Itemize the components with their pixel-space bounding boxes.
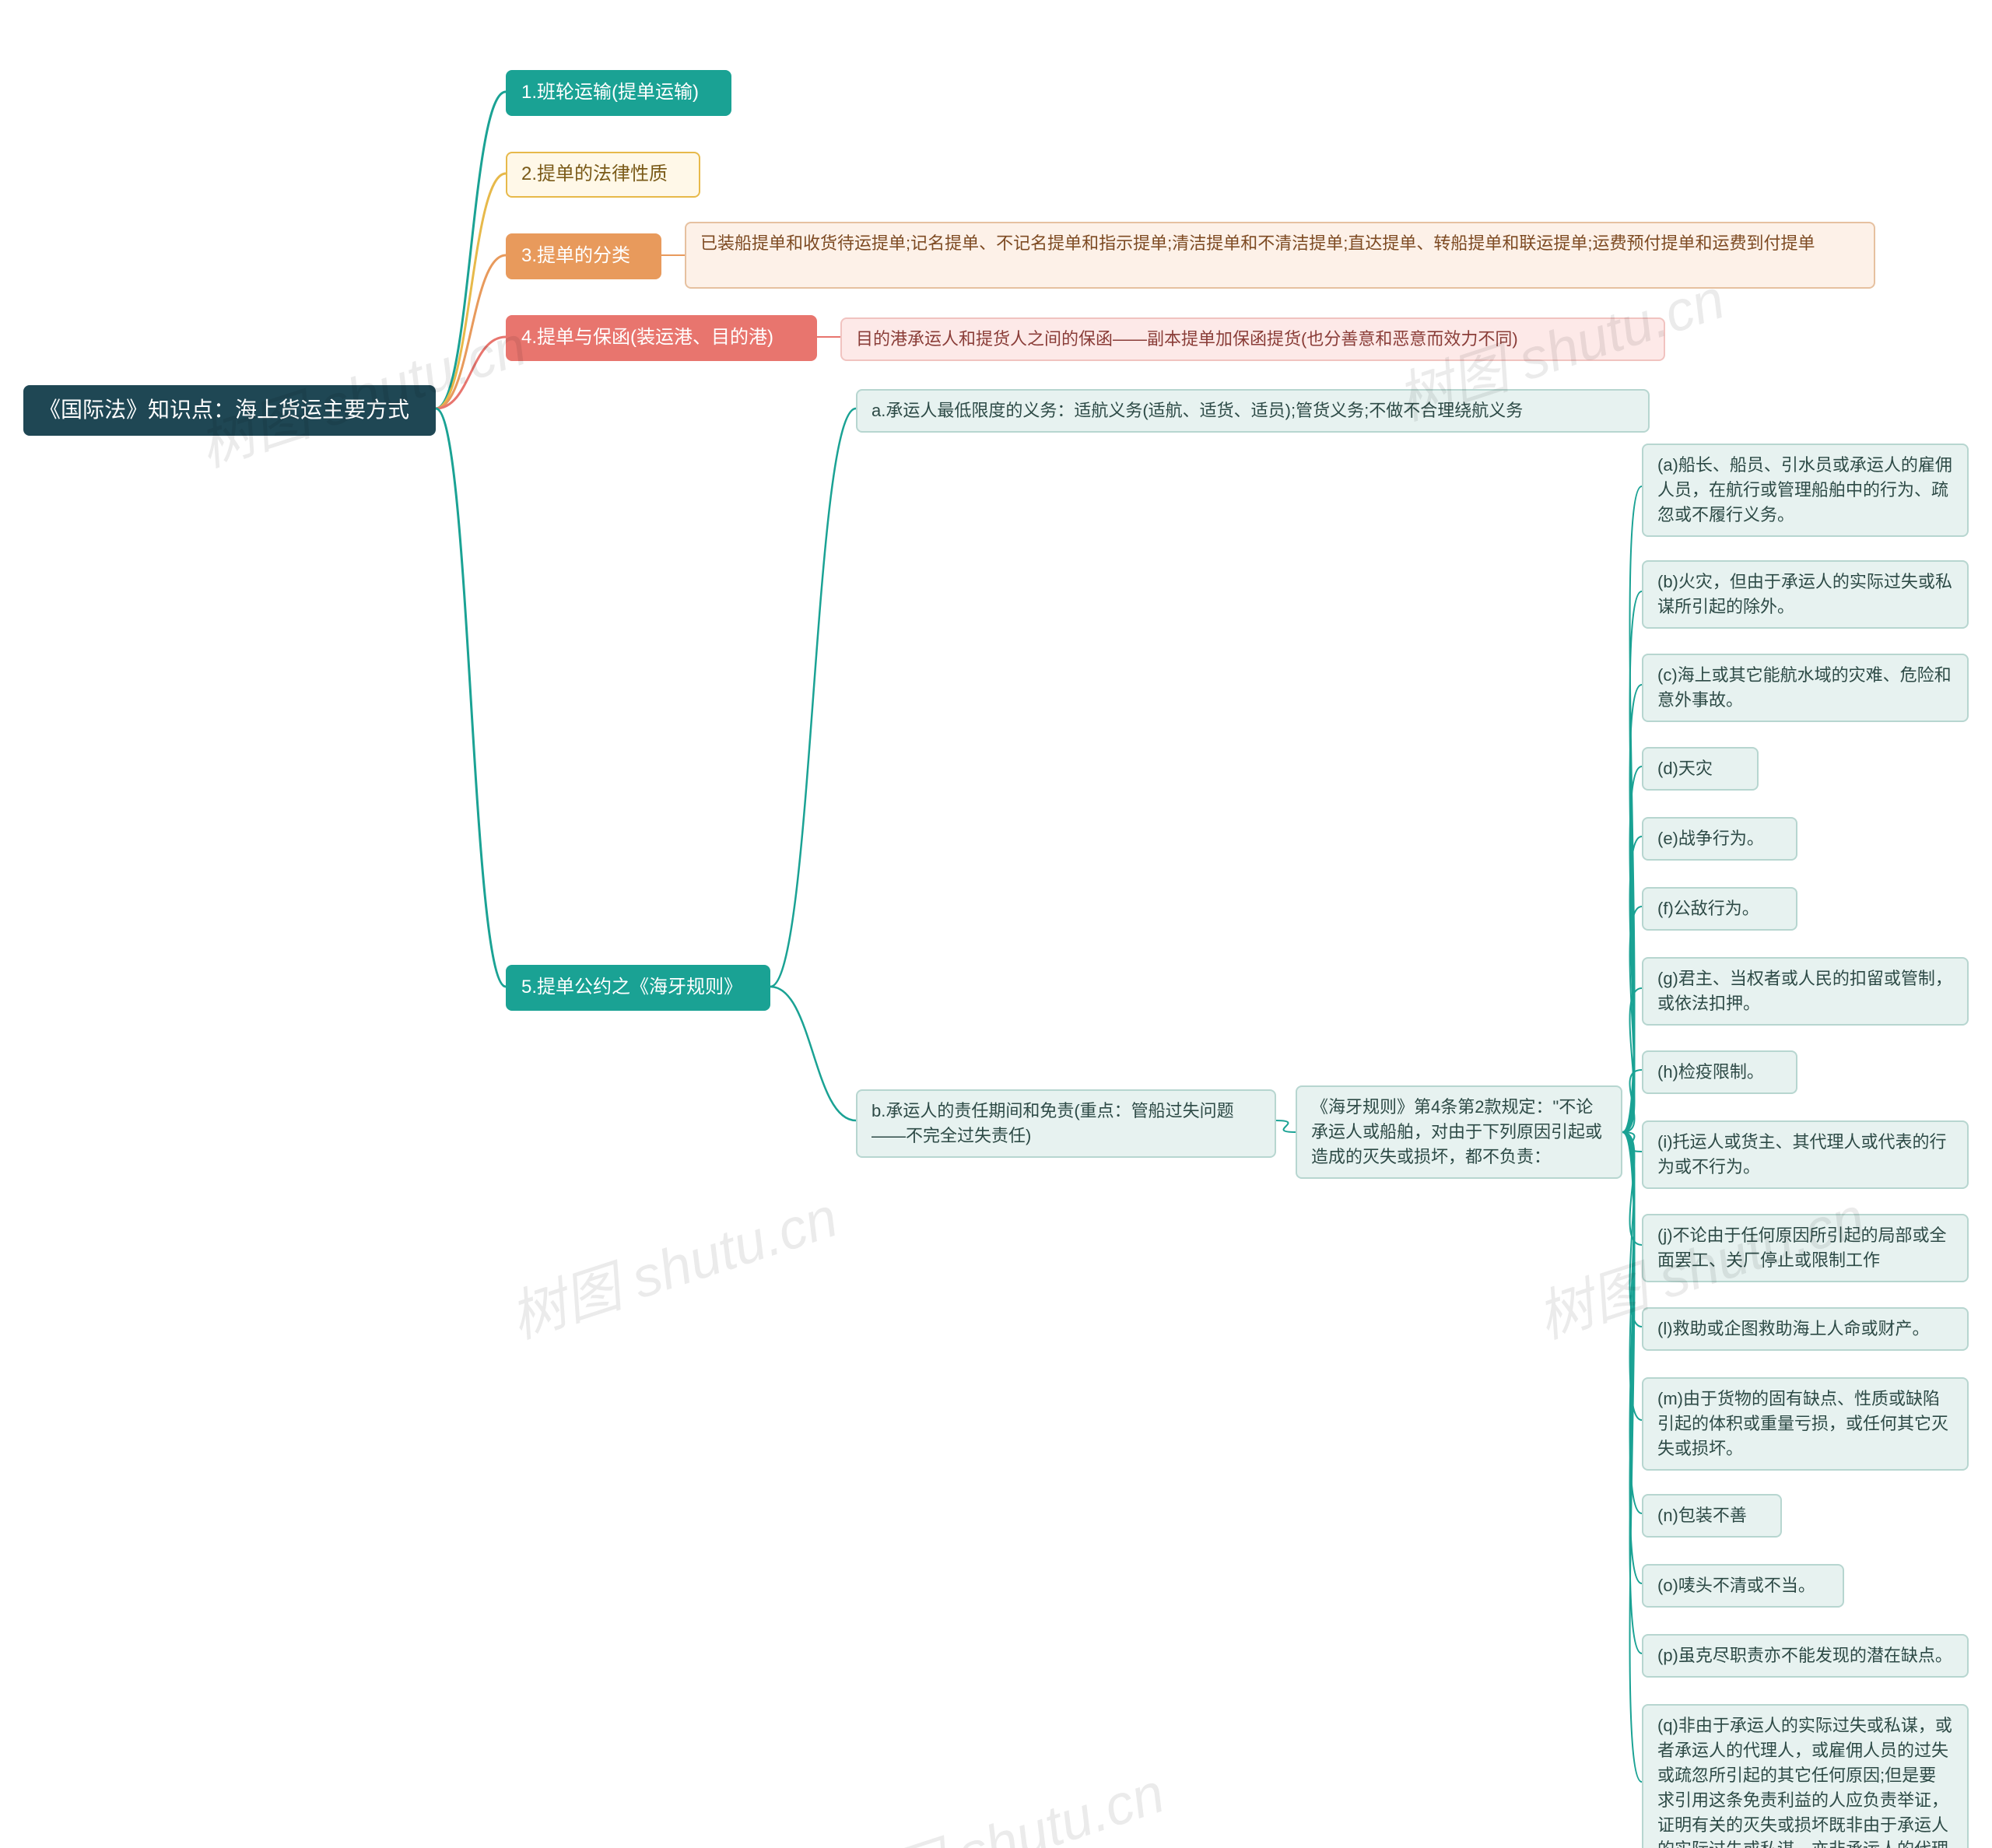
edge-root-n4: [436, 337, 506, 409]
node-lg[interactable]: (g)君主、当权者或人民的扣留或管制，或依法扣押。: [1642, 957, 1969, 1026]
node-lc[interactable]: (c)海上或其它能航水域的灾难、危险和意外事故。: [1642, 654, 1969, 722]
edge-n5b1-ld: [1622, 766, 1642, 1132]
edge-n5b1-lc: [1622, 685, 1642, 1132]
edge-n5b1-lb: [1622, 591, 1642, 1132]
node-le[interactable]: (e)战争行为。: [1642, 817, 1797, 861]
node-n2[interactable]: 2.提单的法律性质: [506, 152, 700, 198]
edge-root-n3: [436, 255, 506, 409]
node-ll[interactable]: (l)救助或企图救助海上人命或财产。: [1642, 1307, 1969, 1351]
edge-root-n5: [436, 409, 506, 987]
node-n4[interactable]: 4.提单与保函(装运港、目的港): [506, 315, 817, 361]
watermark: 树图 shutu.cn: [498, 1171, 846, 1354]
edge-n5-n5a: [770, 409, 856, 987]
node-n5[interactable]: 5.提单公约之《海牙规则》: [506, 965, 770, 1011]
node-lp[interactable]: (p)虽克尽职责亦不能发现的潜在缺点。: [1642, 1634, 1969, 1678]
node-n3[interactable]: 3.提单的分类: [506, 233, 661, 279]
edge-n5b1-lm: [1622, 1132, 1642, 1420]
mindmap-canvas: 《国际法》知识点：海上货运主要方式 1.班轮运输(提单运输) 2.提单的法律性质 3.…: [0, 0, 1992, 1848]
edge-n5b1-lo: [1622, 1132, 1642, 1583]
node-n5b1[interactable]: 《海牙规则》第4条第2款规定："不论承运人或船舶，对由于下列原因引起或造成的灭失…: [1296, 1085, 1622, 1179]
node-ln[interactable]: (n)包装不善: [1642, 1494, 1782, 1538]
node-n5a[interactable]: a.承运人最低限度的义务：适航义务(适航、适货、适员);管货义务;不做不合理绕航…: [856, 389, 1650, 433]
edge-n5b1-lf: [1622, 906, 1642, 1132]
edge-n5b1-la: [1622, 486, 1642, 1132]
node-root[interactable]: 《国际法》知识点：海上货运主要方式: [23, 385, 436, 436]
node-la[interactable]: (a)船长、船员、引水员或承运人的雇佣人员，在航行或管理船舶中的行为、疏忽或不履…: [1642, 444, 1969, 537]
node-lo[interactable]: (o)唛头不清或不当。: [1642, 1564, 1844, 1608]
edge-root-n1: [436, 92, 506, 409]
node-lm[interactable]: (m)由于货物的固有缺点、性质或缺陷引起的体积或重量亏损，或任何其它灭失或损坏。: [1642, 1377, 1969, 1471]
edge-n5b1-lj: [1622, 1132, 1642, 1245]
node-ld[interactable]: (d)天灾: [1642, 747, 1759, 791]
node-li[interactable]: (i)托运人或货主、其代理人或代表的行为或不行为。: [1642, 1120, 1969, 1189]
node-lq[interactable]: (q)非由于承运人的实际过失或私谋，或者承运人的代理人，或雇佣人员的过失或疏忽所…: [1642, 1704, 1969, 1848]
node-lh[interactable]: (h)检疫限制。: [1642, 1050, 1797, 1094]
edge-n5b1-li: [1622, 1132, 1642, 1152]
node-n3a[interactable]: 已装船提单和收货待运提单;记名提单、不记名提单和指示提单;清洁提单和不清洁提单;…: [685, 222, 1875, 289]
edge-root-n2: [436, 174, 506, 409]
node-lj[interactable]: (j)不论由于任何原因所引起的局部或全面罢工、关厂停止或限制工作: [1642, 1214, 1969, 1282]
watermark: 树图 shutu.cn: [825, 1747, 1173, 1848]
node-lf[interactable]: (f)公敌行为。: [1642, 887, 1797, 931]
edge-n5b-n5b1: [1276, 1120, 1296, 1132]
edge-n5b1-ln: [1622, 1132, 1642, 1513]
edge-n5b1-lh: [1622, 1070, 1642, 1132]
node-n1[interactable]: 1.班轮运输(提单运输): [506, 70, 731, 116]
node-lb[interactable]: (b)火灾，但由于承运人的实际过失或私谋所引起的除外。: [1642, 560, 1969, 629]
node-n4a[interactable]: 目的港承运人和提货人之间的保函——副本提单加保函提货(也分善意和恶意而效力不同): [840, 317, 1665, 361]
edge-n5b1-le: [1622, 836, 1642, 1132]
node-n5b[interactable]: b.承运人的责任期间和免责(重点：管船过失问题——不完全过失责任): [856, 1089, 1276, 1158]
edge-n5b1-lg: [1622, 988, 1642, 1132]
edge-n5b1-lp: [1622, 1132, 1642, 1653]
edge-n5b1-lq: [1622, 1132, 1642, 1782]
edge-n5-n5b: [770, 987, 856, 1120]
edge-n5b1-ll: [1622, 1132, 1642, 1327]
